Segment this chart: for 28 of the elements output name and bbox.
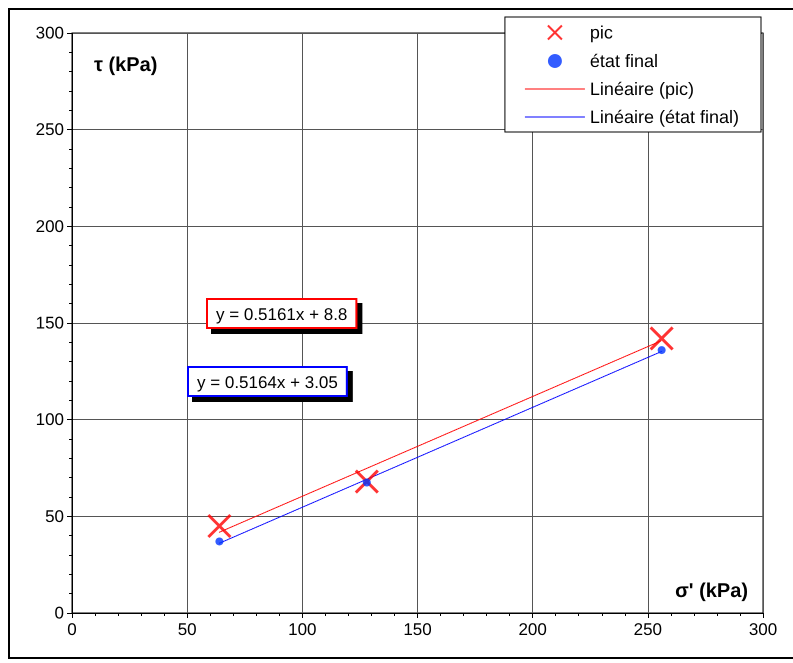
y-tick-label: 200: [36, 216, 64, 236]
legend-label: Linéaire (pic): [590, 79, 694, 99]
y-tick-label: 0: [54, 604, 64, 622]
annotation: y = 0.5164x + 3.05: [197, 373, 338, 392]
legend-label: Linéaire (état final): [590, 107, 740, 127]
x-tick-label: 100: [288, 620, 317, 639]
y-tick-label: 250: [36, 120, 64, 140]
legend-label: état final: [590, 51, 658, 71]
x-tick-label: 50: [178, 620, 197, 639]
y-tick-label: 150: [36, 314, 64, 332]
y-tick-label: 100: [36, 410, 64, 430]
point: [206, 514, 232, 538]
y-tick-label: 50: [45, 506, 64, 526]
point: [215, 537, 224, 546]
y-tick-label: 300: [36, 24, 64, 42]
annotation: y = 0.5161x + 8.8: [216, 305, 348, 324]
x-tick-label: 250: [634, 620, 662, 639]
point: [362, 478, 371, 486]
point: [658, 346, 666, 354]
y-axis-title: τ (kPa): [94, 54, 158, 76]
x-axis-title: σ' (kPa): [675, 580, 748, 602]
point: [354, 469, 380, 494]
x-tick-label: 300: [748, 620, 778, 639]
x-tick-label: 0: [67, 620, 77, 639]
point: [649, 326, 674, 351]
x-tick-label: 200: [518, 620, 547, 639]
legend-label: pic: [590, 22, 613, 42]
x-tick-label: 150: [403, 620, 432, 639]
